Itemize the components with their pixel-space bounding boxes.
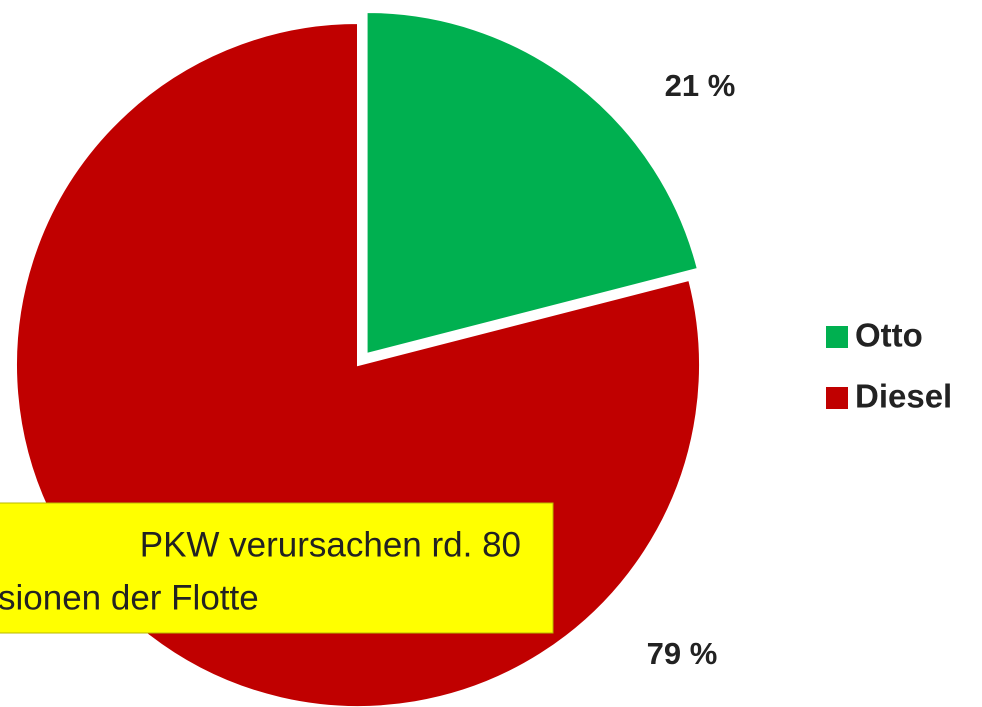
legend-swatch [826, 387, 848, 409]
legend-swatch [826, 326, 848, 348]
annotation-text: PKW verursachen rd. 80 [140, 525, 521, 564]
data-label: 79 % [647, 636, 718, 671]
legend-label: Diesel [855, 378, 952, 415]
legend-label: Otto [855, 317, 923, 354]
data-label: 21 % [665, 68, 736, 103]
annotation-text: sionen der Flotte [0, 578, 259, 617]
annotation-box [0, 502, 554, 634]
pie-slice [365, 10, 700, 356]
